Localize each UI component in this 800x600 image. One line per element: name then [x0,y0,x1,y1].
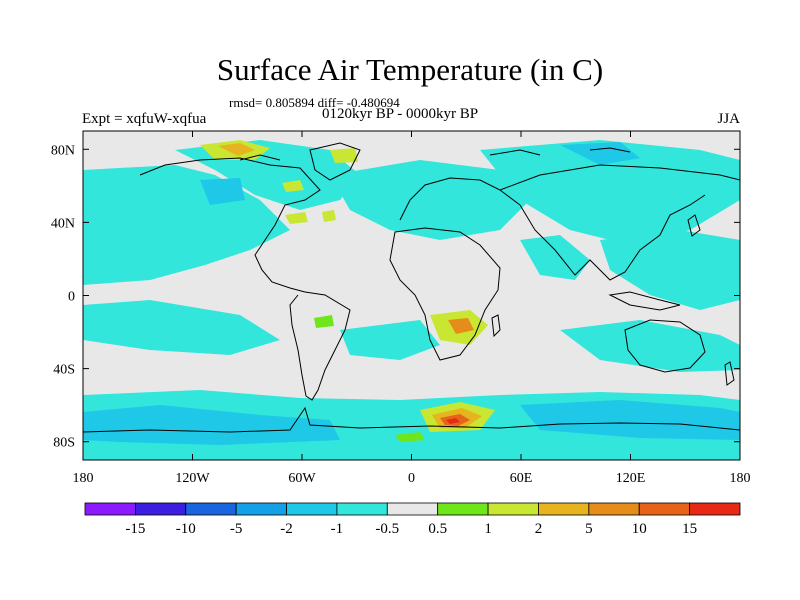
experiment-label: Expt = xqfuW-xqfua [82,111,207,127]
coast-new-zealand [724,361,735,386]
x-tick-label: 0 [408,471,415,486]
anomaly-region-siberia [480,140,740,245]
anomaly-region-indian-ocean [560,320,740,372]
anomaly-region-southern-indian-strong [520,400,740,440]
anomaly-region-arctic-strong [560,142,640,165]
colorbar-label: -10 [176,521,196,537]
y-tick-label: 0 [68,290,75,305]
x-tick-label: 180 [730,471,751,486]
coast-japan [687,214,701,237]
colorbar-swatch [185,502,237,516]
colorbar-label: 5 [585,521,593,537]
colorbar-swatch [437,502,489,516]
colorbar-label: -0.5 [375,521,399,537]
colorbar-swatch [588,502,640,516]
coast-australia [624,319,706,373]
anomaly-region-india [520,235,590,280]
stats-text: rmsd= 0.805894 diff= -0.480694 [229,95,400,110]
anomaly-region-ne-canada-strong [200,178,245,205]
y-tick-label: 40S [53,363,75,378]
colorbar-swatch [487,502,539,516]
anomaly-field [83,140,740,460]
colorbar-swatch [689,502,741,516]
colorbar-label: 1 [484,521,492,537]
colorbar-swatch [336,502,388,516]
x-tick-label: 180 [73,471,94,486]
colorbar-swatch [638,502,691,516]
coast-arctic-islands [239,147,631,161]
anomaly-region-southern-ocean-strong [83,405,340,445]
colorbar-label: 15 [682,521,697,537]
colorbar-swatch [134,502,187,516]
colorbar-swatch [386,502,439,516]
x-tick-label: 60E [510,471,533,486]
x-tick-label: 60W [288,471,316,486]
y-tick-label: 80N [51,143,75,158]
anomaly-region-baffin-warm [282,180,304,192]
y-tick-label: 80S [53,436,75,451]
figure-title: Surface Air Temperature (in C) [216,52,604,87]
anomaly-region-ne-atlantic-warm [322,210,336,222]
anomaly-region-arctic-warm [330,148,358,163]
anomaly-region-atlantic-warm [285,212,308,224]
colorbar-label: -5 [230,521,243,537]
colorbar: -15 -10 -5 -2 -1 -0.5 0.5 1 2 5 10 15 [84,502,741,537]
season-label: JJA [717,111,740,127]
coast-north-america [139,157,321,293]
colorbar-label: -15 [125,521,145,537]
axis-ticks: 180 120W 60W 0 60E 120E 180 80N 40N 0 40S 80S [51,131,751,486]
coast-asia [499,164,740,281]
anomaly-region-greenland-warm-core [218,143,255,156]
coast-madagascar [491,314,501,338]
colorbar-swatch [235,502,287,516]
colorbar-swatch [538,502,590,516]
colorbar-label: -1 [331,521,344,537]
anomaly-region-south-atlantic [340,320,440,360]
anomaly-region-samerica-warm [314,315,334,328]
coastlines [83,142,740,433]
coast-south-america [289,291,351,401]
coast-antarctica [83,406,740,433]
anomaly-region-weddell-warm [395,432,425,442]
anomaly-region-safrica-warm-core [448,318,474,334]
colorbar-label: 2 [535,521,543,537]
x-tick-label: 120E [616,471,646,486]
coast-africa [389,227,501,361]
anomaly-region-antarctic-warm-peak [446,418,460,424]
colorbar-label: 0.5 [428,521,447,537]
anomaly-region-asia-pacific [600,230,740,310]
colorbar-swatch [286,502,338,516]
colorbar-swatch [84,502,136,516]
period-label: 0120kyr BP - 0000kyr BP [322,106,479,122]
x-tick-label: 120W [175,471,210,486]
colorbar-label: -2 [280,521,293,537]
coast-indonesia [608,291,681,311]
anomaly-region-south-pacific [83,300,280,355]
colorbar-label: 10 [632,521,647,537]
coast-greenland [309,142,361,181]
y-tick-label: 40N [51,216,75,231]
